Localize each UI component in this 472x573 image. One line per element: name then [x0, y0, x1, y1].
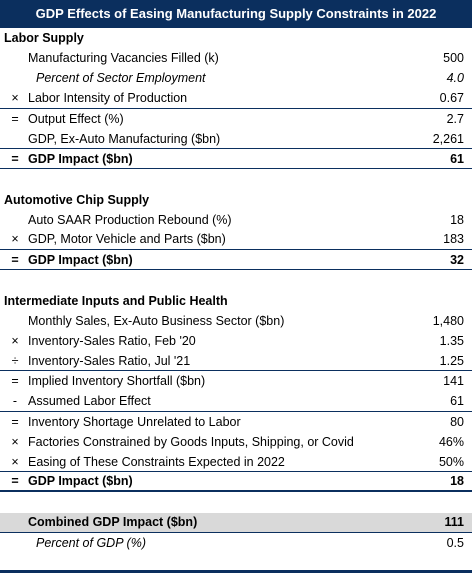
row-value: 18	[450, 212, 464, 227]
row-value: 32	[450, 252, 464, 267]
section-header-automotive-chip-supply: Automotive Chip Supply	[0, 190, 472, 210]
row-value: 80	[450, 414, 464, 429]
table-row: = Inventory Shortage Unrelated to Labor …	[0, 412, 472, 432]
operator: ×	[11, 434, 19, 449]
table-row: = Output Effect (%) 2.7	[0, 109, 472, 129]
combined-gdp-impact-row: Combined GDP Impact ($bn) 111	[0, 512, 472, 533]
combined-label: Combined GDP Impact ($bn)	[28, 515, 198, 530]
row-label: Inventory-Sales Ratio, Feb '20	[28, 333, 196, 348]
row-value: 1,480	[432, 313, 464, 328]
gdp-impact-row: = GDP Impact ($bn) 61	[0, 149, 472, 170]
row-value: 2,261	[432, 131, 464, 146]
row-label: Labor Intensity of Production	[28, 91, 188, 106]
table-row: × GDP, Motor Vehicle and Parts ($bn) 183	[0, 230, 472, 251]
table-row: × Inventory-Sales Ratio, Feb '20 1.35	[0, 331, 472, 351]
row-label: GDP, Ex-Auto Manufacturing ($bn)	[28, 131, 221, 146]
operator: ×	[11, 91, 19, 106]
row-label: Inventory-Sales Ratio, Jul '21	[28, 353, 191, 368]
row-value: 61	[450, 151, 464, 166]
row-label: Inventory Shortage Unrelated to Labor	[28, 414, 241, 429]
percent-of-gdp-value: 0.5	[446, 535, 464, 550]
row-value: 18	[450, 474, 464, 489]
row-label: Auto SAAR Production Rebound (%)	[28, 212, 232, 227]
row-value: 141	[443, 374, 464, 389]
row-value: 50%	[438, 454, 464, 469]
section-title: Labor Supply	[4, 31, 84, 46]
section-header-intermediate-inputs: Intermediate Inputs and Public Health	[0, 290, 472, 310]
spacer	[0, 270, 472, 290]
row-label: Monthly Sales, Ex-Auto Business Sector (…	[28, 313, 285, 328]
row-label: Factories Constrained by Goods Inputs, S…	[28, 434, 354, 449]
operator: ÷	[11, 353, 19, 368]
operator: =	[11, 474, 19, 489]
row-label: Easing of These Constraints Expected in …	[28, 454, 285, 469]
percent-of-gdp-row: Percent of GDP (%) 0.5	[0, 533, 472, 553]
gdp-impact-row: = GDP Impact ($bn) 32	[0, 250, 472, 271]
row-value: 46%	[438, 434, 464, 449]
table-row: Auto SAAR Production Rebound (%) 18	[0, 210, 472, 230]
table-row: GDP, Ex-Auto Manufacturing ($bn) 2,261	[0, 129, 472, 150]
operator: =	[11, 252, 19, 267]
row-value: 183	[443, 232, 464, 247]
operator: =	[11, 151, 19, 166]
row-value: 0.67	[439, 91, 464, 106]
section-header-labor-supply: Labor Supply	[0, 28, 472, 48]
table-row: Manufacturing Vacancies Filled (k) 500	[0, 48, 472, 68]
row-value: 1.25	[439, 353, 464, 368]
table-row: Monthly Sales, Ex-Auto Business Sector (…	[0, 311, 472, 331]
row-value: 2.7	[446, 111, 464, 126]
row-value: 1.35	[439, 333, 464, 348]
operator: ×	[11, 232, 19, 247]
row-label: GDP Impact ($bn)	[28, 474, 133, 489]
row-value: 4.0	[446, 71, 464, 86]
percent-of-gdp-label: Percent of GDP (%)	[36, 535, 146, 550]
table-row: × Factories Constrained by Goods Inputs,…	[0, 432, 472, 452]
bottom-rule	[0, 570, 472, 573]
row-label: Implied Inventory Shortfall ($bn)	[28, 374, 206, 389]
row-label: Manufacturing Vacancies Filled (k)	[28, 51, 219, 66]
row-value: 61	[450, 393, 464, 408]
spacer	[0, 492, 472, 512]
table-title: GDP Effects of Easing Manufacturing Supp…	[0, 0, 472, 28]
operator: =	[11, 374, 19, 389]
row-label: Assumed Labor Effect	[28, 393, 151, 408]
section-title: Intermediate Inputs and Public Health	[4, 293, 228, 308]
table-row: × Easing of These Constraints Expected i…	[0, 452, 472, 473]
spacer	[0, 169, 472, 189]
row-label: Percent of Sector Employment	[36, 71, 206, 86]
operator: ×	[11, 333, 19, 348]
table-row: - Assumed Labor Effect 61	[0, 391, 472, 412]
table-row: = Implied Inventory Shortfall ($bn) 141	[0, 371, 472, 391]
table-row: ÷ Inventory-Sales Ratio, Jul '21 1.25	[0, 351, 472, 372]
gdp-impact-row: = GDP Impact ($bn) 18	[0, 472, 472, 493]
table-row: × Labor Intensity of Production 0.67	[0, 89, 472, 109]
section-title: Automotive Chip Supply	[4, 192, 150, 207]
operator: ×	[11, 454, 19, 469]
row-label: Output Effect (%)	[28, 111, 124, 126]
table-row: Percent of Sector Employment 4.0	[0, 68, 472, 88]
operator: =	[11, 414, 19, 429]
row-value: 500	[443, 51, 464, 66]
row-label: GDP Impact ($bn)	[28, 151, 133, 166]
row-label: GDP Impact ($bn)	[28, 252, 133, 267]
combined-value: 111	[444, 515, 464, 530]
operator: =	[11, 111, 19, 126]
operator: -	[12, 393, 18, 408]
row-label: GDP, Motor Vehicle and Parts ($bn)	[28, 232, 226, 247]
